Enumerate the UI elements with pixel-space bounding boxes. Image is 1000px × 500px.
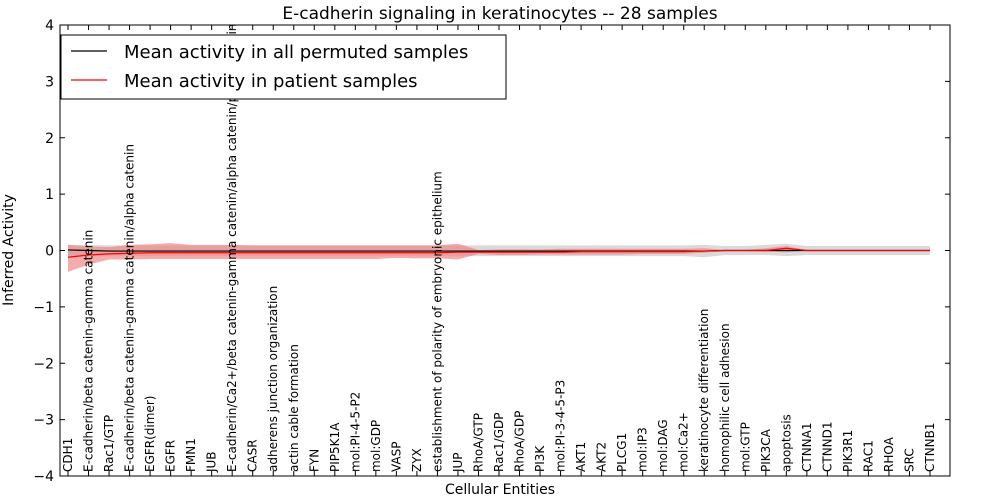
y-tick-label: −1 (33, 300, 54, 316)
x-tick-label: keratinocyte differentiation (697, 309, 711, 472)
x-tick-label: CASR (246, 439, 260, 472)
x-tick-label: actin cable formation (287, 344, 301, 472)
legend: Mean activity in all permuted samples Me… (60, 34, 507, 100)
x-tick-label: Rac1/GTP (102, 415, 116, 472)
y-tick-label: −4 (33, 469, 54, 485)
legend-label-permuted: Mean activity in all permuted samples (124, 42, 468, 63)
y-axis: −4 −3 −2 −1 0 1 2 3 4 (33, 18, 950, 485)
x-tick-label: E-cadherin/beta catenin-gamma catenin (82, 230, 96, 472)
x-axis (67, 25, 931, 476)
y-tick-label: 0 (45, 244, 54, 260)
x-tick-label: JUB (205, 451, 219, 473)
chart-title: E-cadherin signaling in keratinocytes --… (282, 4, 717, 24)
legend-label-patient: Mean activity in patient samples (124, 71, 418, 92)
line-series-0 (67, 249, 930, 252)
x-tick-label: establishment of polarity of embryonic e… (430, 171, 444, 472)
x-tick-label: CTNNA1 (800, 422, 814, 472)
x-axis-label: Cellular Entities (445, 482, 555, 498)
x-tick-label: Rac1/GDP (492, 413, 506, 472)
x-tick-label: mol:PI-3-4-5-P3 (554, 380, 568, 472)
x-tick-label: PIK3CA (759, 428, 773, 472)
x-tick-label: PLCG1 (615, 433, 629, 472)
y-tick-label: −3 (33, 413, 54, 429)
x-tick-label: JUP (451, 452, 465, 473)
y-tick-label: 3 (45, 74, 54, 90)
x-tick-label: FMN1 (184, 438, 198, 472)
x-tick-label: mol:DAG (656, 419, 670, 472)
y-tick-label: 2 (45, 131, 54, 147)
x-tick-label: mol:GDP (369, 420, 383, 472)
line-series-1 (67, 247, 930, 258)
x-tick-label: RhoA/GDP (513, 411, 527, 472)
x-tick-label: mol:Ca2+ (677, 412, 691, 472)
x-tick-label: EGFR (164, 440, 178, 472)
series-lines (67, 247, 930, 258)
x-tick-label: SRC (902, 448, 916, 472)
x-tick-label: PI3K (533, 445, 547, 472)
x-tick-label: RhoA/GTP (471, 413, 485, 472)
x-tick-label: CTNNB1 (923, 422, 937, 472)
x-tick-label: mol:IP3 (636, 427, 650, 472)
y-tick-label: 1 (45, 187, 54, 203)
x-tick-label: PIK3R1 (841, 430, 855, 472)
legend-box (60, 34, 507, 100)
x-tick-label: AKT1 (574, 442, 588, 472)
y-axis-label: Inferred Activity (1, 194, 17, 306)
x-tick-label: CDH1 (61, 438, 75, 472)
x-tick-label: PIP5K1A (328, 422, 342, 472)
y-tick-label: −2 (33, 356, 54, 372)
x-tick-label: mol:PI-4-5-P2 (348, 392, 362, 472)
x-tick-label: ZYX (410, 448, 424, 472)
x-tick-label: E-cadherin/beta catenin-gamma catenin/al… (123, 144, 137, 472)
x-tick-labels: CDH1 E-cadherin/beta catenin-gamma cateni… (61, 24, 937, 473)
x-tick-label: E-cadherin/Ca2+/beta catenin-gamma caten… (225, 24, 239, 472)
x-tick-label: AKT2 (595, 442, 609, 472)
y-tick-label: 4 (45, 18, 54, 34)
x-tick-label: CTNND1 (820, 421, 834, 472)
x-tick-label: homophilic cell adhesion (718, 323, 732, 472)
x-tick-label: EGFR(dimer) (143, 396, 157, 472)
x-tick-label: RAC1 (861, 440, 875, 472)
x-tick-label: mol:GTP (738, 422, 752, 472)
x-tick-label: RHOA (882, 436, 896, 472)
x-tick-label: VASP (389, 441, 403, 472)
x-tick-label: apoptosis (779, 414, 793, 472)
x-tick-label: adherens junction organization (266, 286, 280, 472)
x-tick-label: FYN (307, 449, 321, 472)
